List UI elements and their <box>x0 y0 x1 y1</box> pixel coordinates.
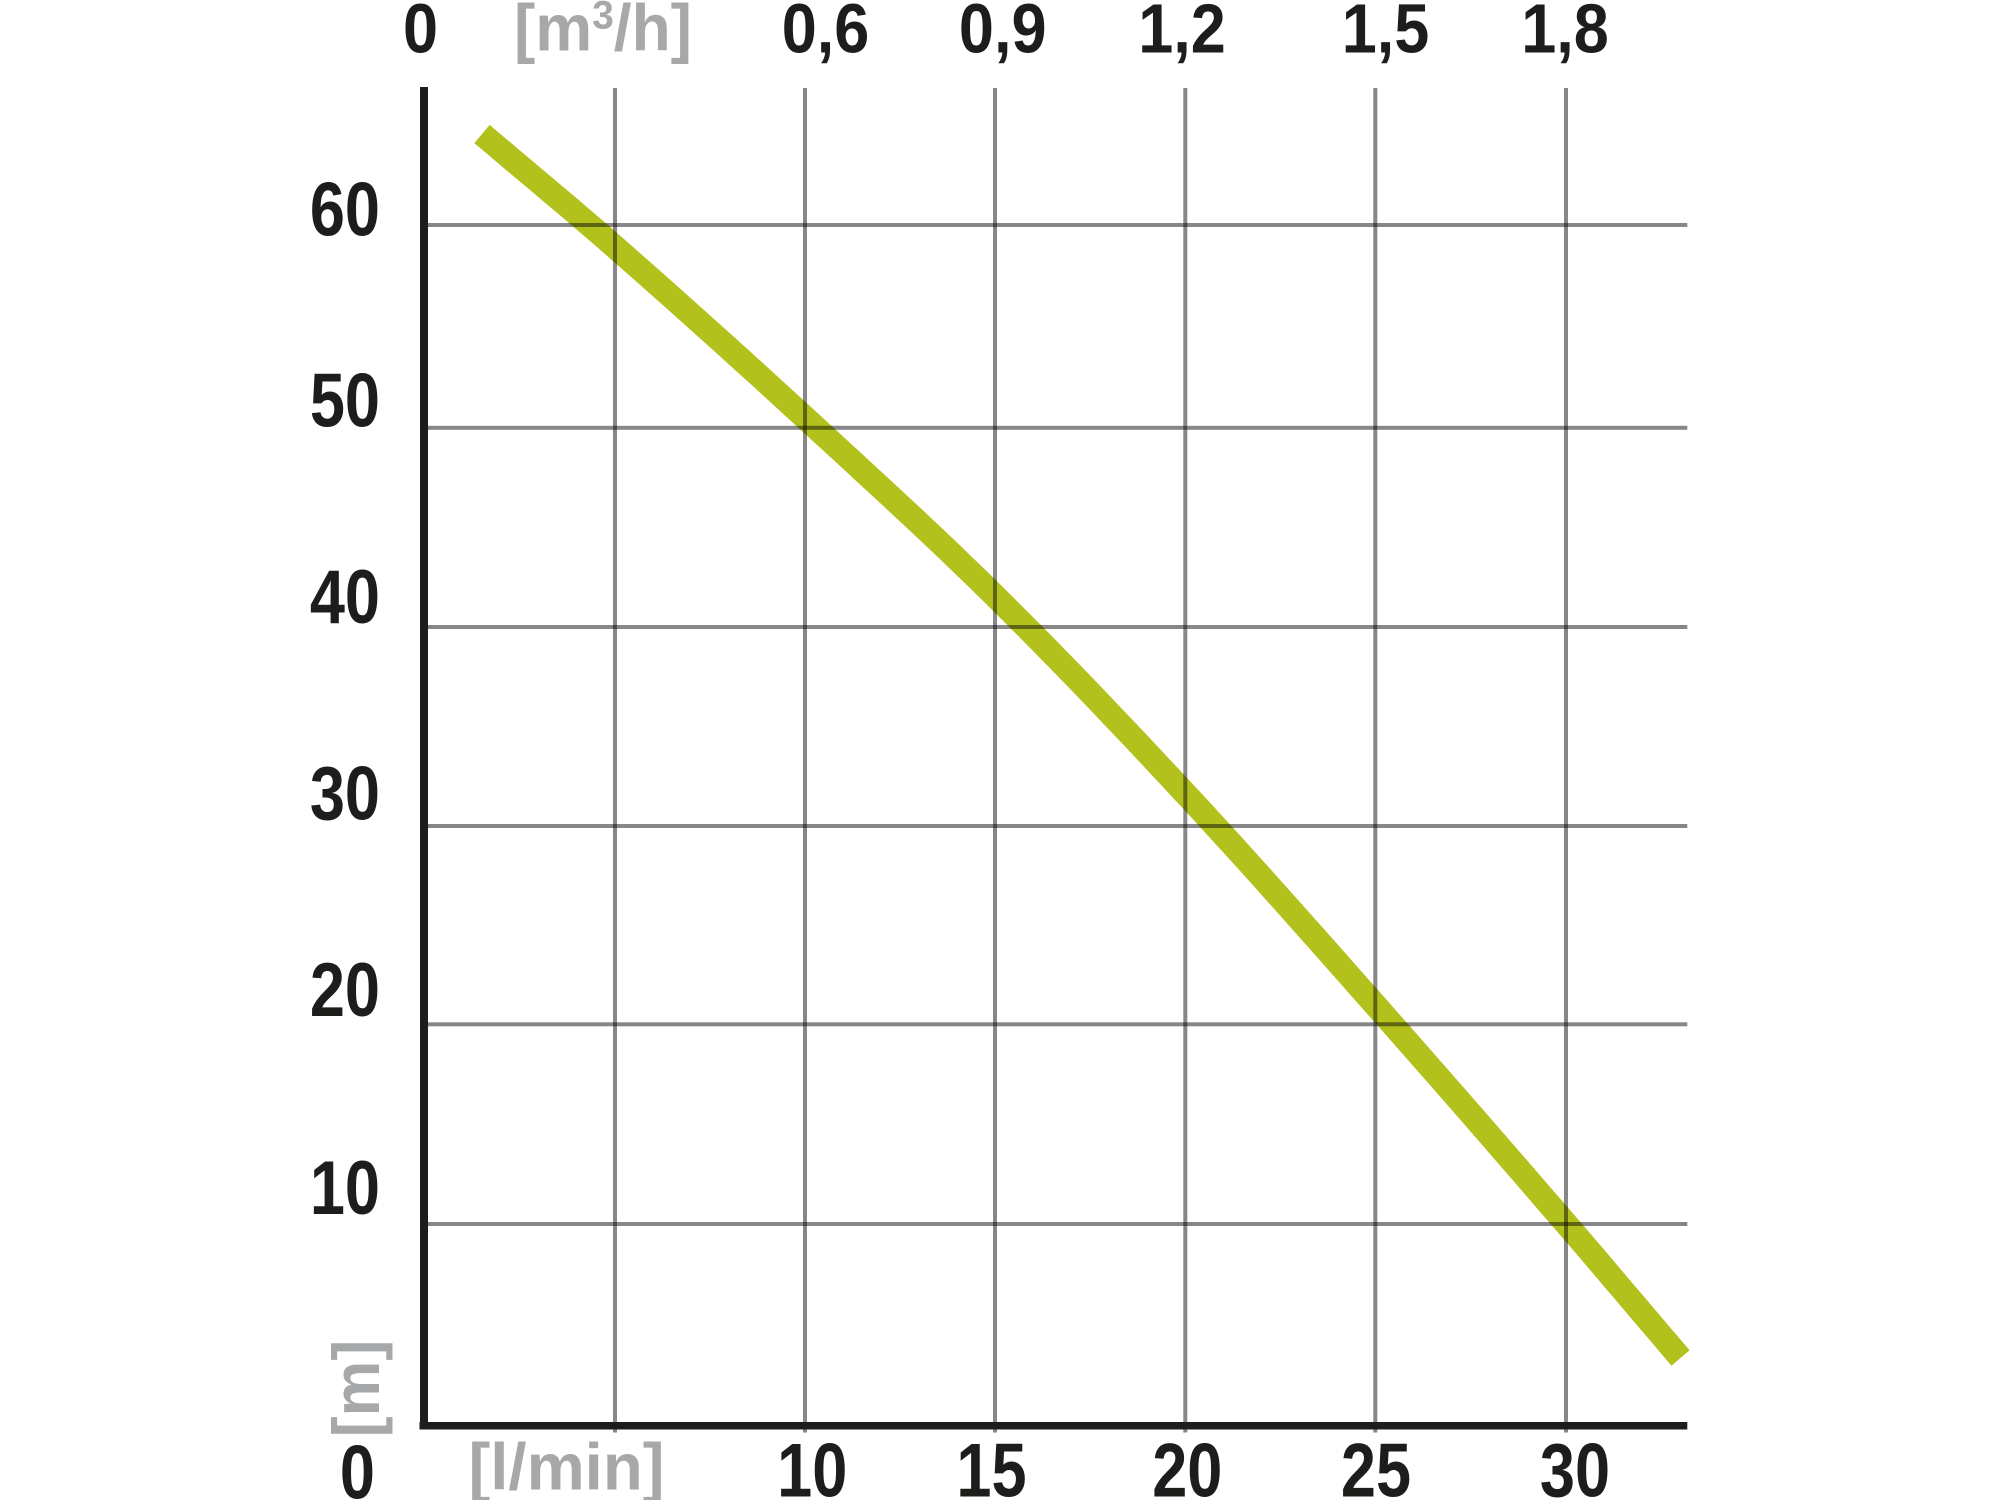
svg-text:1,5: 1,5 <box>1342 0 1430 68</box>
svg-text:30: 30 <box>310 751 380 836</box>
svg-text:25: 25 <box>1341 1428 1411 1500</box>
svg-text:0: 0 <box>403 0 438 68</box>
svg-text:[l/min]: [l/min] <box>469 1430 665 1500</box>
svg-text:0,9: 0,9 <box>959 0 1047 68</box>
svg-text:40: 40 <box>310 555 380 640</box>
svg-text:20: 20 <box>310 947 380 1032</box>
svg-text:[m3/h]: [m3/h] <box>514 0 692 65</box>
svg-text:10: 10 <box>310 1146 380 1231</box>
svg-text:30: 30 <box>1540 1428 1610 1500</box>
svg-text:60: 60 <box>310 167 380 252</box>
svg-text:1,8: 1,8 <box>1521 0 1609 68</box>
svg-text:50: 50 <box>310 358 380 443</box>
svg-text:1,2: 1,2 <box>1138 0 1226 68</box>
svg-text:20: 20 <box>1152 1428 1222 1500</box>
svg-text:0: 0 <box>340 1430 375 1500</box>
svg-text:15: 15 <box>956 1428 1026 1500</box>
svg-text:[m]: [m] <box>320 1340 394 1437</box>
svg-text:0,6: 0,6 <box>782 0 870 68</box>
svg-text:10: 10 <box>777 1428 847 1500</box>
